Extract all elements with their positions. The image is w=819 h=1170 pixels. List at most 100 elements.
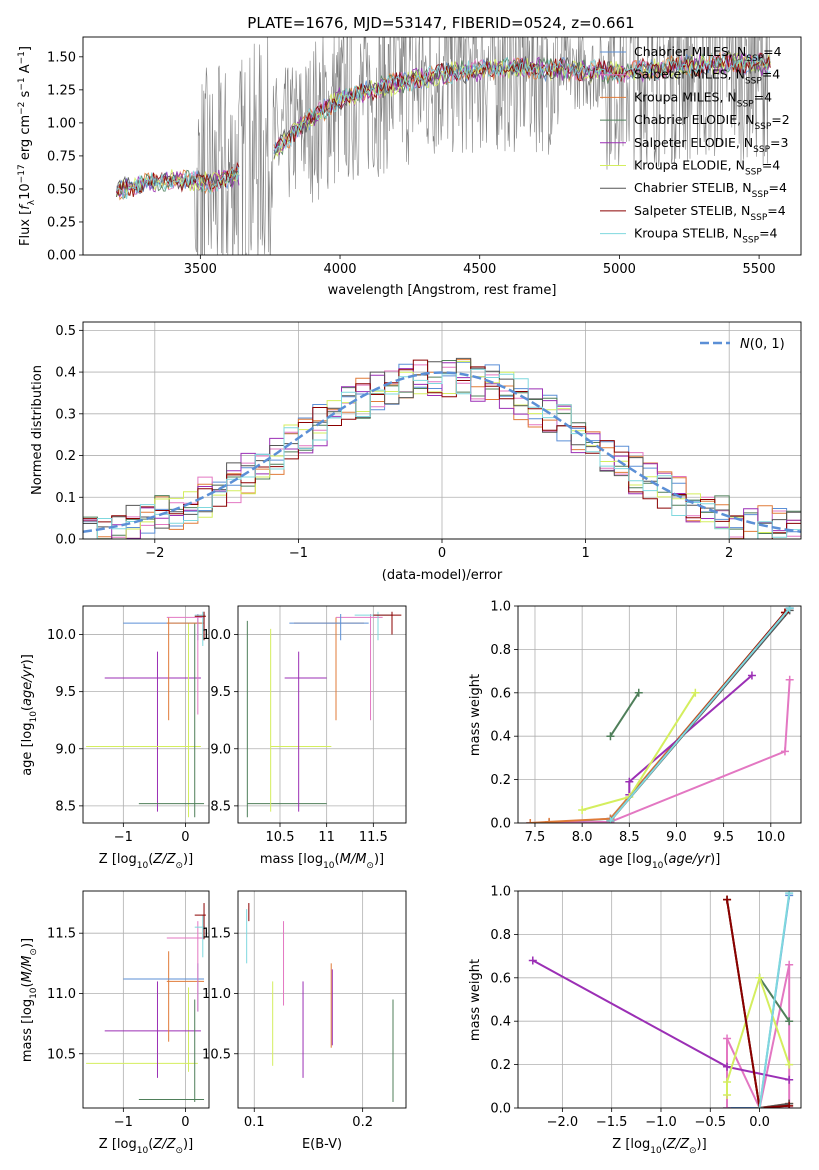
y-tick-label: 0.0 [490,1102,511,1117]
series-line [726,964,791,1108]
data-point-marker [528,956,537,965]
x-tick-label: 3500 [184,262,217,277]
legend-label: N(0, 1) [740,337,785,352]
y-tick-label: 0.25 [47,215,76,230]
x-tick-label: 0.1 [244,1115,265,1130]
y-tick-label: 0.0 [490,817,511,832]
data-point-marker [785,606,794,613]
grid-weight_vs_age [518,605,801,824]
data-point-marker [785,675,794,684]
x-axis-label: Z [log10(Z/Z⊙)] [612,1137,706,1156]
y-tick-label: 1.50 [47,50,76,65]
x-tick-label: 8.5 [619,830,640,845]
y-tick-label: 0.0 [55,533,76,548]
y-axis-label: mass [log10(M/M⊙)] [20,938,39,1062]
plot-weight_vs_Z [528,891,794,1108]
axes-age_vs_Z: −1 0 8.5 9.0 9.5 10.0 Z [log10(Z/Z⊙)] age [log1… [20,605,210,871]
normal-curve [83,371,801,533]
y-axis-label: mass weight [468,959,483,1041]
data-point-marker [634,688,643,697]
legend-label: Chabrier ELODIE, NSSP=2 [634,112,790,132]
ticks-spectrum: 3500 4000 4500 5000 5500 0.00 0.25 0.50 0.75 1.00… [47,50,776,277]
data-point-marker [606,816,615,823]
x-tick-label: 11 [318,830,335,845]
ticks-residuals: −2 −1 0 1 2 0.0 0.1 0.2 0.3 0.4 0.5 [55,324,733,561]
x-tick-label: 0 [181,1115,189,1130]
axes-frame [82,321,802,540]
legend-label: Salpeter MILES, NSSP=4 [634,67,780,87]
data-point-marker [723,895,732,904]
x-tick-label: 5000 [603,262,636,277]
y-tick-label: 10.0 [47,628,76,643]
axes-frame [237,890,407,1109]
x-tick-label: 10.5 [266,830,295,845]
data-point-marker [785,891,794,898]
data-point-marker [723,1062,732,1071]
x-tick-label: 0 [438,546,446,561]
y-tick-label: 1.25 [47,83,76,98]
axes-spectrum: 3500 4000 4500 5000 5500 0.00 0.25 0.50 0.75 1.00… [17,36,802,298]
y-axis-label: age [log10(age/yr)] [20,654,39,776]
data-point-marker [785,1075,794,1084]
ticks-mass_vs_EBV: 0.1 0.2 10.5 11.0 11.5 [202,927,373,1130]
x-tick-label: −1 [289,546,308,561]
plot-age_vs_Z [86,611,206,818]
x-tick-label: 0.2 [352,1115,373,1130]
plot-residuals [83,357,801,539]
axes-frame [517,890,802,1109]
data-point-marker [526,819,535,823]
axes-frame [82,890,210,1109]
y-tick-label: 11.0 [202,987,231,1002]
x-tick-label: −1 [114,1115,133,1130]
series-line [581,692,697,811]
y-axis-label: Flux [fλ10−17 erg cm−2 s−1 A−1] [17,46,37,246]
x-tick-label: 10.0 [756,830,785,845]
data-point-marker [755,973,764,982]
model-spectrum-line [116,52,771,200]
plot-spectrum [116,37,771,255]
axes-mass_vs_EBV: 0.1 0.2 10.5 11.0 11.5 E(B-V) [202,890,407,1152]
data-point-marker [691,688,700,697]
y-tick-label: 0.4 [55,366,76,381]
series-line [726,899,790,1108]
grid-mass_vs_EBV [238,891,406,1108]
x-axis-label: (data-model)/error [382,568,503,583]
spectrum-legend: Chabrier MILES, NSSP=4 Salpeter MILES, NS… [600,44,790,246]
data-point-marker [785,1017,794,1026]
axes-frame [82,36,802,256]
y-tick-label: 11.5 [202,927,231,942]
grid-weight_vs_Z [518,890,801,1109]
y-tick-label: 0.4 [490,1015,511,1030]
plot-mass_vs_Z [86,903,206,1102]
y-tick-label: 9.0 [210,742,231,757]
data-point-marker [578,805,587,814]
x-axis-label: wavelength [Angstrom, rest frame] [328,283,557,298]
y-tick-label: 10.5 [202,1047,231,1062]
legend-label: Salpeter STELIB, NSSP=4 [634,203,786,223]
legend-label: Kroupa STELIB, NSSP=4 [634,226,778,246]
axes-weight_vs_age: 7.5 8.0 8.5 9.0 9.5 10.0 0.0 0.2 0.4 0.6 0.8 1.0 age… [468,600,802,871]
series-line [726,974,791,1095]
data-point-marker [723,1090,732,1099]
series-line [530,679,791,823]
y-tick-label: 0.8 [490,643,511,658]
y-tick-label: 0.4 [490,730,511,745]
y-tick-label: 1.0 [490,600,511,615]
series-line [758,893,791,1108]
y-tick-label: 0.2 [490,1058,511,1073]
x-tick-label: 9.5 [713,830,734,845]
plot-weight_vs_age [526,606,794,823]
series-line [726,899,790,1108]
y-tick-label: 0.6 [490,971,511,986]
legend-label: Chabrier STELIB, NSSP=4 [634,180,787,200]
y-tick-label: 9.5 [210,685,231,700]
data-point-marker [785,960,794,969]
ticks-age_vs_mass: 10.5 11 11.5 8.5 9.0 9.5 10.0 [202,628,388,845]
grid-mass_vs_Z [83,891,209,1108]
legend-label: Salpeter ELODIE, NSSP=3 [634,135,788,155]
x-tick-label: −0.5 [694,1115,726,1130]
x-tick-label: −1 [114,830,133,845]
x-axis-label: age [log10(age/yr)] [599,852,721,871]
x-tick-label: 9.0 [666,830,687,845]
y-tick-label: 8.5 [210,799,231,814]
